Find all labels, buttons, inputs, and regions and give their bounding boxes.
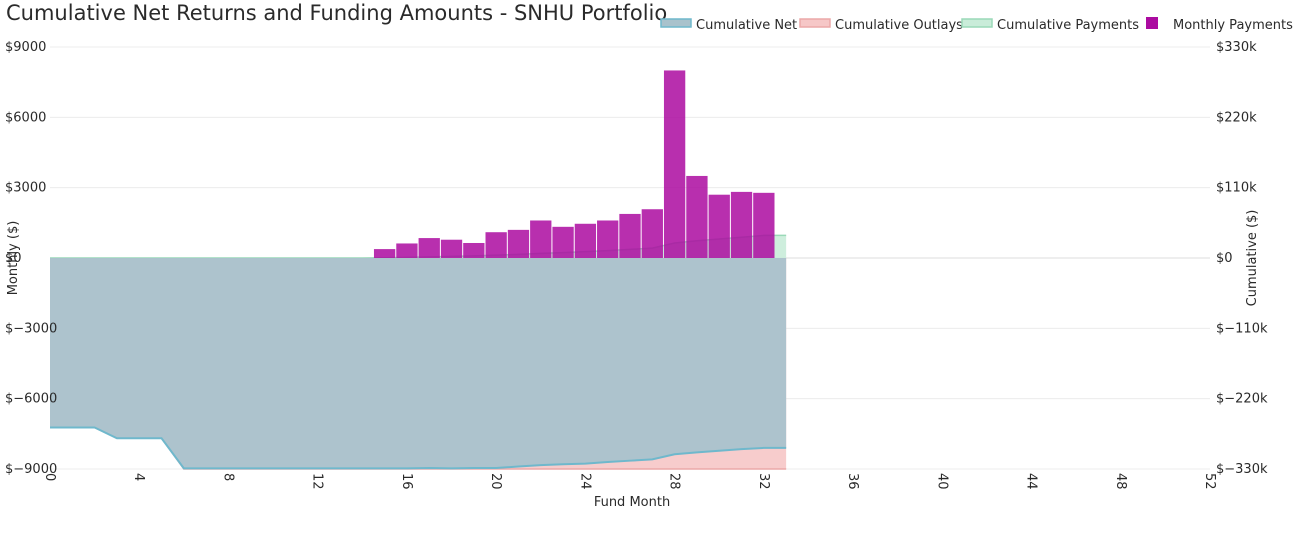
left-tick-label: $−6000 [5, 392, 57, 407]
right-tick-label: $−220k [1216, 392, 1268, 407]
bar-month-28[interactable] [663, 70, 686, 258]
right-tick-label: $110k [1216, 181, 1257, 196]
bar-month-26[interactable] [619, 213, 641, 258]
right-tick-label: $0 [1216, 251, 1233, 266]
x-axis-ticks: 0 4 8 12 16 20 24 28 32 36 40 44 48 52 [42, 473, 1217, 490]
legend-swatch-monthly-payments [1146, 17, 1158, 29]
bar-month-29[interactable] [686, 175, 708, 258]
x-tick-label: 0 [42, 473, 57, 481]
chart-title: Cumulative Net Returns and Funding Amoun… [6, 1, 667, 25]
x-tick-label: 28 [667, 473, 682, 490]
x-tick-label: 36 [845, 473, 860, 490]
bar-month-31[interactable] [730, 191, 753, 258]
legend-label-cumulative-net: Cumulative Net [696, 18, 797, 33]
x-tick-label: 48 [1113, 473, 1128, 490]
bar-month-32[interactable] [753, 192, 775, 258]
right-tick-label: $220k [1216, 110, 1257, 125]
right-axis-title: Cumulative ($) [1245, 210, 1260, 307]
x-tick-label: 16 [399, 473, 414, 490]
bar-month-19[interactable] [463, 242, 485, 258]
x-axis-title: Fund Month [594, 495, 670, 510]
left-tick-label: $3000 [5, 181, 46, 196]
left-tick-label: $9000 [5, 40, 46, 55]
bar-month-24[interactable] [574, 223, 597, 258]
bar-month-27[interactable] [641, 209, 663, 258]
line-cumulative-net [50, 426, 787, 470]
left-tick-label: $−3000 [5, 321, 57, 336]
bar-month-23[interactable] [552, 226, 574, 258]
bar-month-30[interactable] [708, 194, 730, 258]
bar-month-25[interactable] [597, 220, 619, 258]
right-tick-label: $330k [1216, 40, 1257, 55]
bar-month-17[interactable] [418, 238, 440, 258]
legend-swatch-cumulative-outlays [799, 18, 831, 28]
legend-label-cumulative-outlays: Cumulative Outlays [835, 18, 963, 33]
left-axis-title: Monthly ($) [6, 221, 21, 296]
legend-label-cumulative-payments: Cumulative Payments [997, 18, 1139, 33]
legend-label-monthly-payments: Monthly Payments [1173, 18, 1293, 33]
right-tick-label: $−330k [1216, 462, 1268, 477]
bar-month-21[interactable] [507, 229, 530, 258]
area-cumulative-net [50, 258, 787, 469]
bar-series-monthly-payments [373, 70, 775, 258]
legend-swatch-cumulative-payments [961, 18, 993, 28]
bar-month-18[interactable] [440, 239, 463, 258]
left-tick-label: $6000 [5, 110, 46, 125]
legend-item-monthly-payments[interactable]: Monthly Payments [1146, 17, 1293, 33]
x-tick-label: 40 [934, 473, 949, 490]
legend-item-cumulative-payments[interactable]: Cumulative Payments [961, 18, 1139, 33]
x-tick-label: 44 [1024, 473, 1039, 490]
x-tick-label: 12 [310, 473, 325, 490]
legend-item-cumulative-outlays[interactable]: Cumulative Outlays [799, 18, 963, 33]
legend-swatch-cumulative-net [660, 18, 692, 28]
left-axis-ticks: $−9000 $−6000 $−3000 $0 $3000 $6000 $9000 [5, 40, 57, 477]
bar-month-15[interactable] [373, 249, 396, 258]
right-tick-label: $−110k [1216, 321, 1268, 336]
legend-item-cumulative-net[interactable]: Cumulative Net [660, 18, 797, 33]
x-tick-label: 4 [131, 473, 146, 481]
x-tick-label: 8 [220, 473, 235, 481]
left-tick-label: $−9000 [5, 462, 57, 477]
left-tick-label: $0 [5, 251, 22, 266]
bar-month-22[interactable] [530, 220, 552, 258]
x-tick-label: 24 [577, 473, 592, 490]
x-tick-label: 32 [756, 473, 771, 490]
legend: Cumulative Net Cumulative Outlays Cumula… [660, 17, 1293, 33]
bar-month-16[interactable] [396, 243, 418, 258]
area-series [50, 234, 787, 470]
x-tick-label: 20 [488, 473, 503, 490]
right-axis-ticks: $−330k $−220k $−110k $0 $110k $220k $330k [1216, 40, 1268, 477]
bar-month-20[interactable] [485, 232, 507, 258]
x-tick-label: 52 [1202, 473, 1217, 490]
